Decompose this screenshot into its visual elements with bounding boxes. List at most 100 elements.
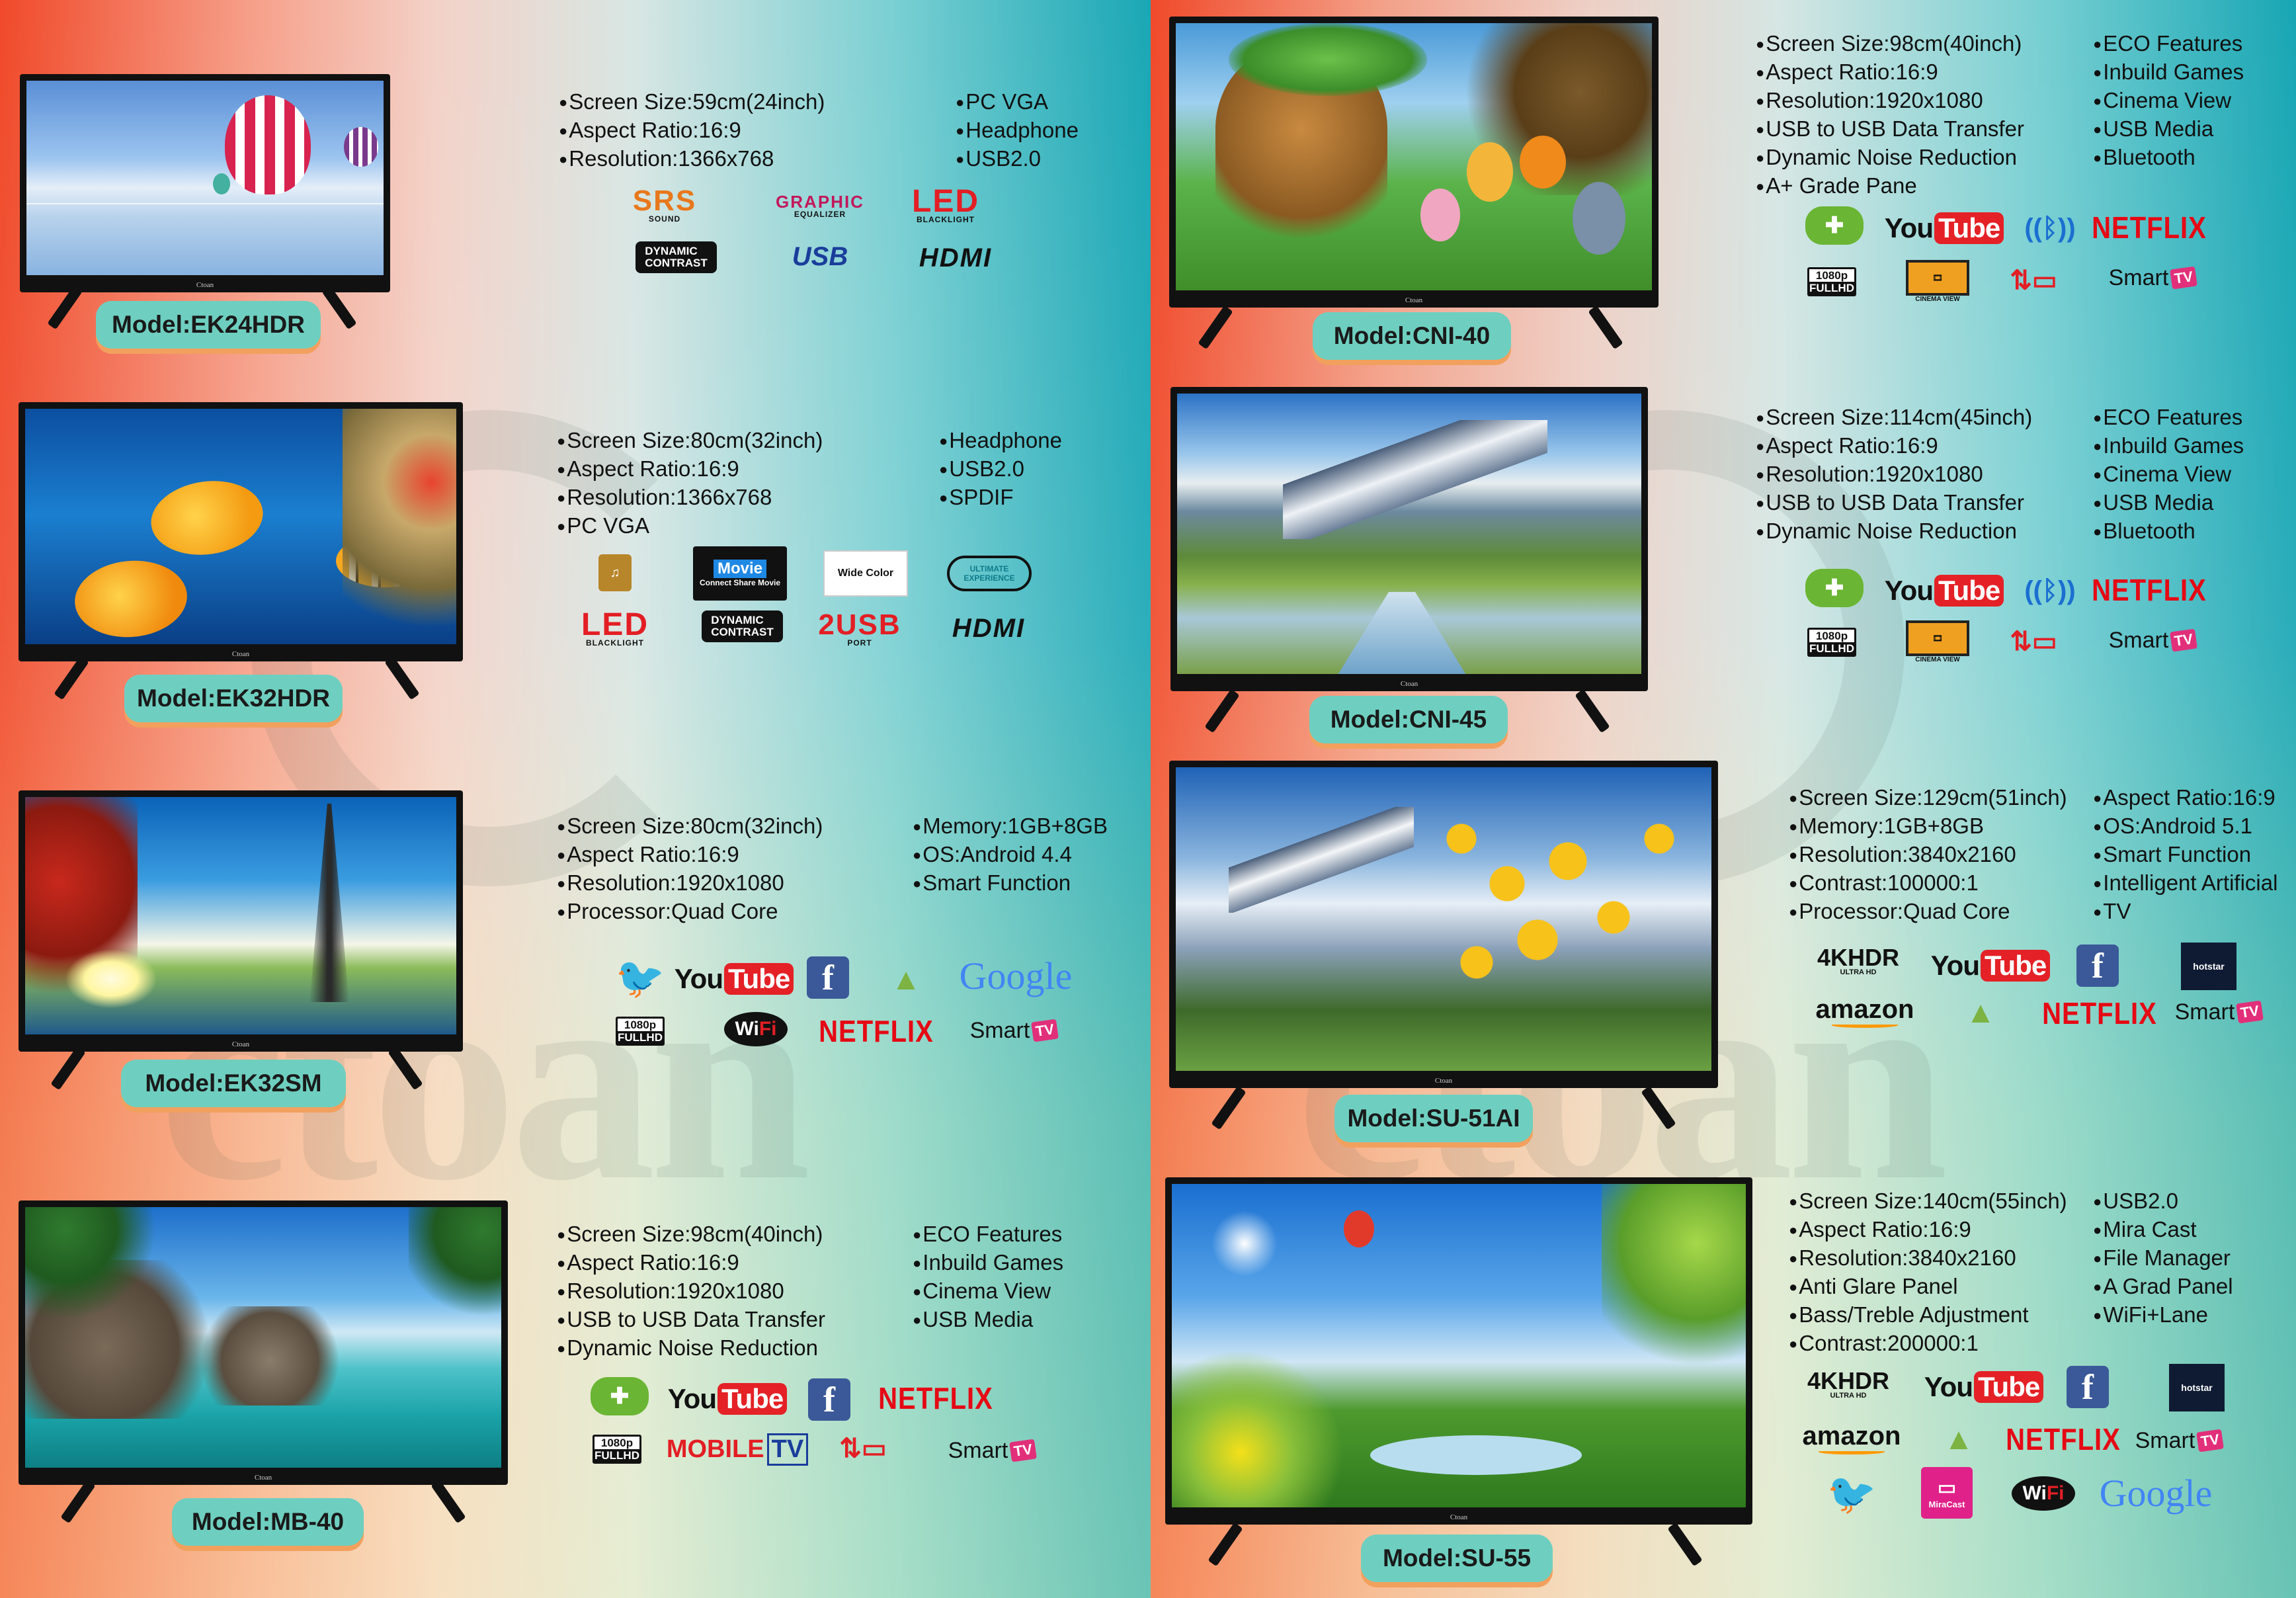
twitter-icon: 🐦 (1826, 1471, 1877, 1516)
full-hd-icon: 1080p FULLHD (1805, 622, 1858, 663)
srs-sound-icon: SRS SOUND (632, 185, 697, 224)
wifi-icon: Wi Fi (2012, 1476, 2075, 1511)
tv-image: Ctoan (20, 74, 390, 292)
spec-list-1: Screen Size:80cm(32inch)Aspect Ratio:16:… (557, 812, 823, 926)
netflix-icon: NETFLIX (2092, 573, 2207, 607)
right-page: ctoan Ctoan Model:CNI-40 Screen Size:98c… (1151, 0, 2296, 1598)
spec-list-1: Screen Size:98cm(40inch)Aspect Ratio:16:… (557, 1220, 825, 1363)
full-hd-icon: 1080p FULLHD (591, 1429, 643, 1470)
smart-tv-icon: Smart TV (936, 1432, 1048, 1469)
youtube-icon: You Tube (668, 1376, 788, 1422)
cinema-view-icon: 🎞 CINEMA VIEW (1901, 618, 1974, 665)
spec-list-1: Screen Size:59cm(24inch)Aspect Ratio:16:… (559, 88, 825, 173)
google-icon: Google (2099, 1471, 2213, 1515)
youtube-icon: You Tube (1885, 568, 2004, 614)
spec-list-2: ECO FeaturesInbuild GamesCinema ViewUSB … (913, 1220, 1063, 1334)
game-controller-icon: ✚ (1805, 569, 1864, 607)
youtube-icon: You Tube (1924, 1364, 2044, 1410)
youtube-icon: You Tube (675, 956, 794, 1002)
amazon-icon: amazon (1815, 992, 1914, 1032)
netflix-icon: NETFLIX (2042, 997, 2157, 1030)
spec-list-2: Memory:1GB+8GBOS:Android 4.4Smart Functi… (913, 812, 1108, 898)
spec-list-1: Screen Size:98cm(40inch)Aspect Ratio:16:… (1756, 30, 2024, 200)
model-label: Model:SU-55 (1361, 1535, 1553, 1582)
facebook-icon: f (2076, 945, 2119, 987)
graphic-equalizer-icon: GRAPHIC EQUALIZER (776, 192, 864, 219)
model-label: Model:CNI-40 (1313, 312, 1511, 360)
netflix-icon: NETFLIX (2006, 1423, 2121, 1456)
usb-icon: USB (792, 241, 848, 271)
hdmi-icon: HDMI (952, 613, 1026, 643)
netflix-icon: NETFLIX (878, 1382, 993, 1415)
smart-tv-icon: Smart TV (2162, 993, 2275, 1030)
dynamic-contrast-icon: DYNAMIC CONTRAST (615, 239, 737, 275)
spec-list-1: Screen Size:80cm(32inch)Aspect Ratio:16:… (557, 427, 823, 540)
spec-list-2: USB2.0Mira CastFile ManagerA Grad PanelW… (2093, 1187, 2233, 1329)
model-label: Model:MB-40 (172, 1498, 364, 1546)
smart-tv-icon: Smart TV (2123, 1422, 2235, 1459)
tv-image: Ctoan (1169, 17, 1659, 308)
spec-list-2: PC VGAHeadphoneUSB2.0 (956, 88, 1079, 173)
full-hd-icon: 1080p FULLHD (1805, 261, 1858, 302)
usb-transfer-icon: ⇅▭ (2010, 627, 2057, 656)
mobile-tv-icon: MOBILE TV (665, 1432, 810, 1466)
model-label: Model:EK32HDR (124, 675, 343, 722)
model-label: Model:SU-51AI (1334, 1095, 1533, 1142)
smart-tv-icon: Smart TV (2096, 259, 2209, 296)
facebook-icon: f (807, 956, 849, 999)
spec-list-2: HeadphoneUSB2.0SPDIF (939, 427, 1062, 512)
miracast-icon: ▭ MiraCast (1921, 1467, 1973, 1519)
twitter-icon: 🐦 (615, 955, 665, 1000)
usb-transfer-icon: ⇅▭ (2010, 266, 2057, 295)
spec-list-1: Screen Size:129cm(51inch)Memory:1GB+8GBR… (1789, 784, 2067, 926)
spec-list-2: Aspect Ratio:16:9OS:Android 5.1Smart Fun… (2093, 784, 2277, 926)
dynamic-contrast-icon: DYNAMIC CONTRAST (691, 610, 794, 643)
full-hd-icon: 1080p FULLHD (614, 1011, 667, 1052)
tv-image: Ctoan (1165, 1177, 1752, 1525)
youtube-icon: You Tube (1931, 943, 2051, 989)
google-icon: Google (959, 954, 1073, 997)
smart-tv-icon: Smart TV (958, 1012, 1070, 1049)
tv-image: Ctoan (1169, 761, 1718, 1088)
usb-port-icon: 2USB PORT (818, 609, 901, 648)
tv-image: Ctoan (19, 790, 463, 1052)
spec-list-2: ECO FeaturesInbuild GamesCinema ViewUSB … (2093, 30, 2244, 172)
wifi-icon: Wi Fi (724, 1012, 788, 1046)
tv-image: Ctoan (1170, 387, 1648, 691)
bluetooth-icon: ((ᛒ)) (2024, 213, 2076, 243)
game-controller-icon: ✚ (591, 1377, 649, 1415)
android-icon: ▲ (1944, 1421, 1974, 1456)
netflix-icon: NETFLIX (819, 1015, 934, 1048)
cinema-view-icon: 🎞 CINEMA VIEW (1901, 258, 1974, 304)
4k-hdr-icon: 4KHDR ULTRA HD (1807, 1367, 1889, 1400)
game-controller-icon: ✚ (1805, 206, 1864, 245)
audio-badge-icon: ♫ (598, 554, 632, 591)
left-page: ctoan Ctoan Model:EK24HDR Screen Size:59… (0, 0, 1151, 1598)
amazon-icon: amazon (1802, 1419, 1901, 1458)
led-blacklight-icon: LED BLACKLIGHT (581, 607, 649, 648)
hdmi-icon: HDMI (919, 243, 993, 273)
led-blacklight-icon: LED BLACKLIGHT (912, 184, 979, 224)
hotstar-icon: hotstar (2169, 1364, 2225, 1411)
netflix-icon: NETFLIX (2092, 211, 2207, 245)
spec-list-2: ECO FeaturesInbuild GamesCinema ViewUSB … (2093, 403, 2244, 546)
smart-tv-icon: Smart TV (2096, 622, 2209, 659)
tv-image: Ctoan (19, 402, 463, 661)
spec-list-1: Screen Size:114cm(45inch)Aspect Ratio:16… (1756, 403, 2032, 546)
bluetooth-icon: ((ᛒ)) (2024, 575, 2076, 605)
usb-transfer-icon: ⇅▭ (839, 1434, 887, 1463)
ultimate-experience-icon: ULTIMATE EXPERIENCE (947, 556, 1032, 591)
facebook-icon: f (808, 1378, 850, 1421)
model-label: Model:EK32SM (121, 1060, 346, 1107)
wide-color-icon: Wide Color (823, 550, 908, 597)
movie-share-icon: Movie Connect Share Movie (693, 546, 787, 601)
youtube-icon: You Tube (1885, 205, 2004, 251)
model-label: Model:CNI-45 (1309, 696, 1508, 743)
android-icon: ▲ (891, 962, 921, 996)
tv-image: Ctoan (19, 1200, 508, 1485)
hotstar-icon: hotstar (2181, 943, 2236, 990)
4k-hdr-icon: 4KHDR ULTRA HD (1817, 943, 1899, 976)
spec-list-1: Screen Size:140cm(55inch)Aspect Ratio:16… (1789, 1187, 2067, 1358)
model-label: Model:EK24HDR (96, 301, 321, 349)
android-icon: ▲ (1965, 995, 1996, 1029)
